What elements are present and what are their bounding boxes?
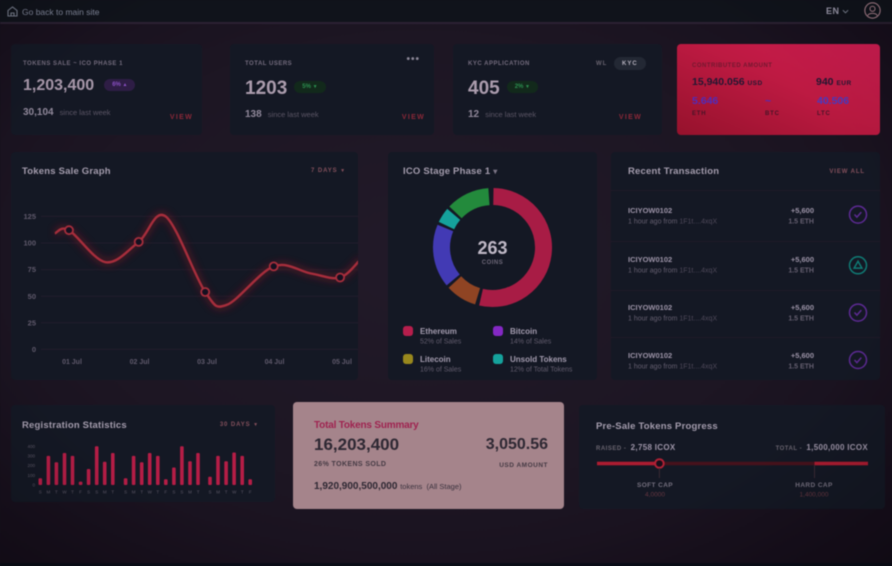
- svg-text:M: M: [216, 490, 220, 495]
- svg-text:1 hour ago from 1F1t....4xqX: 1 hour ago from 1F1t....4xqX: [628, 364, 717, 371]
- svg-text:+5,600: +5,600: [791, 351, 814, 360]
- svg-text:+5,600: +5,600: [791, 206, 814, 215]
- svg-text:0: 0: [32, 483, 35, 488]
- svg-text:300: 300: [27, 454, 35, 459]
- svg-text:1.5 ETH: 1.5 ETH: [788, 364, 814, 371]
- svg-text:+5,600: +5,600: [791, 255, 814, 264]
- svg-text:S: S: [95, 490, 98, 495]
- svg-text:Litecoin: Litecoin: [420, 355, 451, 364]
- svg-text:05 Jul: 05 Jul: [332, 359, 352, 366]
- svg-text:S: S: [208, 490, 211, 495]
- svg-text:75: 75: [28, 265, 36, 274]
- svg-text:S: S: [180, 490, 183, 495]
- svg-text:Bitcoin: Bitcoin: [510, 327, 537, 336]
- svg-text:1.5 ETH: 1.5 ETH: [788, 268, 814, 275]
- svg-text:0: 0: [32, 345, 36, 354]
- svg-text:W: W: [148, 490, 153, 495]
- svg-text:1.5 ETH: 1.5 ETH: [788, 219, 814, 226]
- svg-text:F: F: [79, 490, 82, 495]
- svg-text:T: T: [156, 490, 159, 495]
- svg-text:02 Jul: 02 Jul: [130, 359, 150, 366]
- svg-text:100: 100: [27, 473, 35, 478]
- svg-text:12% of Total Tokens: 12% of Total Tokens: [510, 367, 573, 374]
- svg-text:S: S: [124, 490, 127, 495]
- svg-text:200: 200: [27, 463, 35, 468]
- svg-text:S: S: [172, 490, 175, 495]
- svg-text:52% of Sales: 52% of Sales: [420, 339, 462, 346]
- svg-text:4,0000: 4,0000: [645, 492, 665, 499]
- svg-text:50: 50: [28, 292, 36, 301]
- svg-text:01 Jul: 01 Jul: [62, 359, 82, 366]
- svg-text:16% of Sales: 16% of Sales: [420, 367, 462, 374]
- svg-text:04 Jul: 04 Jul: [265, 359, 285, 366]
- svg-text:ICIYOW0102: ICIYOW0102: [628, 351, 672, 360]
- svg-text:T: T: [140, 490, 143, 495]
- svg-text:T: T: [71, 490, 74, 495]
- svg-text:263: 263: [477, 238, 507, 258]
- svg-text:COINS: COINS: [482, 260, 504, 266]
- svg-text:S: S: [87, 490, 90, 495]
- svg-text:SOFT CAP: SOFT CAP: [637, 482, 673, 489]
- svg-text:03 Jul: 03 Jul: [197, 359, 217, 366]
- svg-text:W: W: [62, 490, 67, 495]
- svg-text:1 hour ago from 1F1t....4xqX: 1 hour ago from 1F1t....4xqX: [628, 219, 717, 226]
- svg-text:1 hour ago from 1F1t....4xqX: 1 hour ago from 1F1t....4xqX: [628, 268, 717, 275]
- svg-text:25: 25: [28, 318, 36, 327]
- svg-text:W: W: [232, 490, 237, 495]
- svg-text:ICIYOW0102: ICIYOW0102: [628, 255, 672, 264]
- svg-text:HARD CAP: HARD CAP: [795, 482, 833, 489]
- svg-text:125: 125: [23, 212, 36, 221]
- svg-text:1.5 ETH: 1.5 ETH: [788, 316, 814, 323]
- svg-text:ICIYOW0102: ICIYOW0102: [628, 206, 672, 215]
- svg-text:Ethereum: Ethereum: [420, 327, 457, 336]
- svg-text:ICIYOW0102: ICIYOW0102: [628, 303, 672, 312]
- svg-text:S: S: [39, 490, 42, 495]
- svg-text:T: T: [111, 490, 114, 495]
- svg-text:M: M: [103, 490, 107, 495]
- svg-text:M: M: [132, 490, 136, 495]
- svg-text:F: F: [249, 490, 252, 495]
- svg-text:T: T: [225, 490, 228, 495]
- svg-text:1,400,000: 1,400,000: [800, 492, 829, 499]
- svg-text:100: 100: [23, 239, 36, 248]
- svg-text:F: F: [164, 490, 167, 495]
- svg-text:T: T: [55, 490, 58, 495]
- svg-text:1 hour ago from 1F1t....4xqX: 1 hour ago from 1F1t....4xqX: [628, 316, 717, 323]
- svg-text:Unsold Tokens: Unsold Tokens: [510, 355, 567, 364]
- svg-text:14% of Sales: 14% of Sales: [510, 339, 552, 346]
- svg-text:M: M: [47, 490, 51, 495]
- svg-text:T: T: [241, 490, 244, 495]
- svg-text:+5,600: +5,600: [791, 303, 814, 312]
- svg-text:M: M: [188, 490, 192, 495]
- svg-text:400: 400: [27, 444, 35, 449]
- svg-text:T: T: [197, 490, 200, 495]
